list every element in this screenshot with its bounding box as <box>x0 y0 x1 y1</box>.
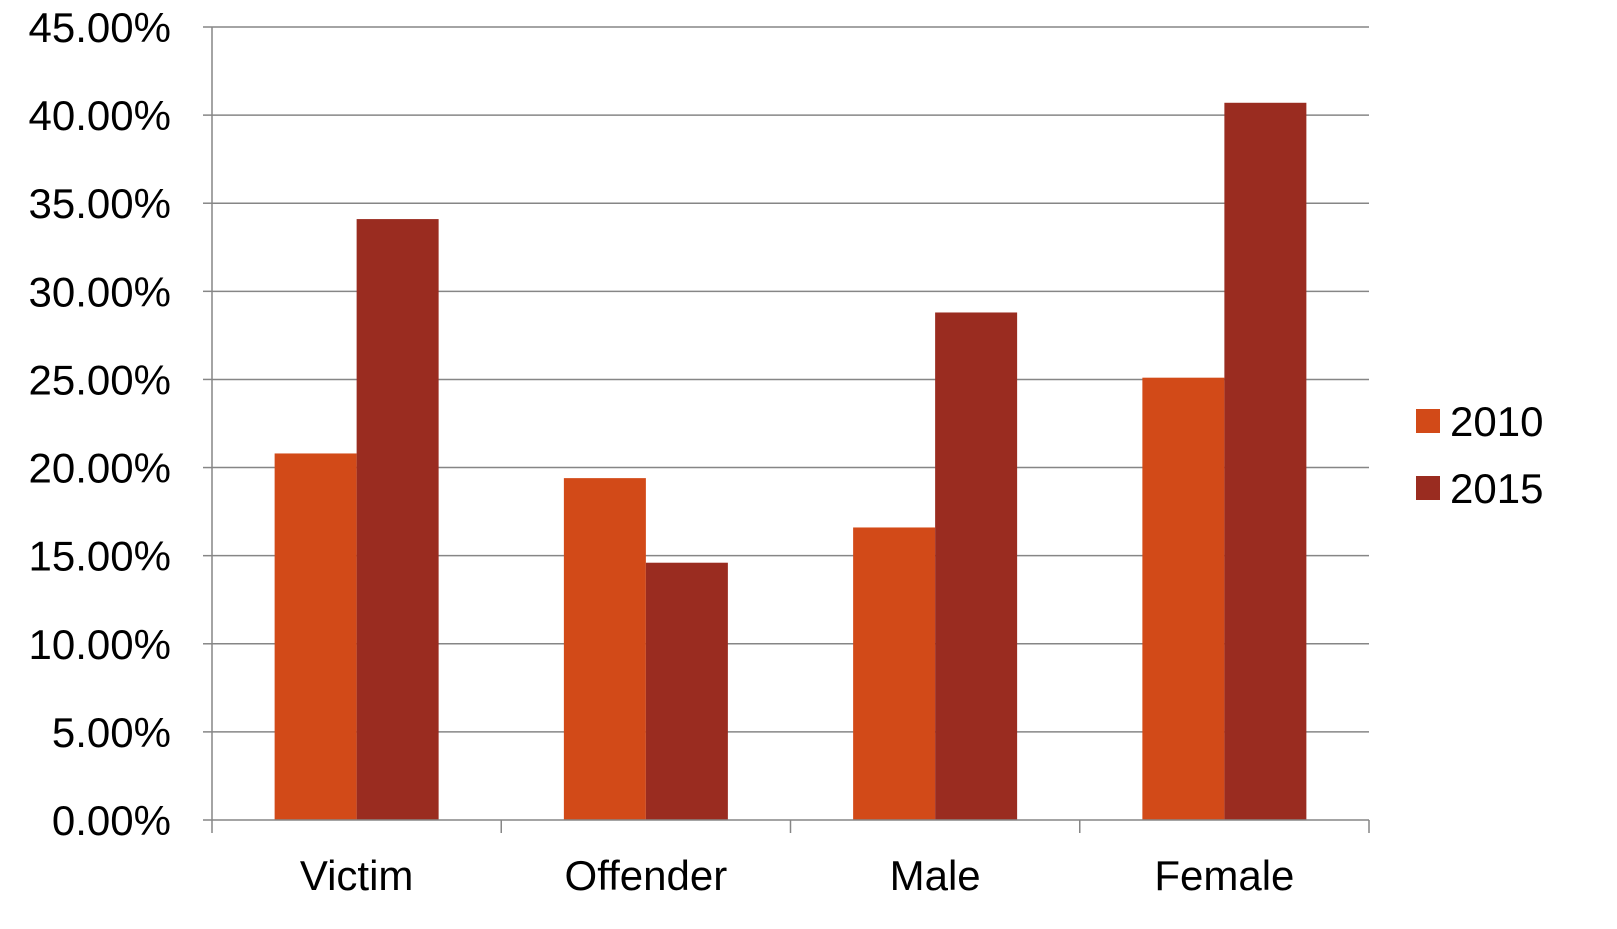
bar-2015-offender <box>645 562 728 820</box>
bar-2015-victim <box>356 219 439 821</box>
y-tick-label: 40.00% <box>29 92 171 139</box>
bar-2010-male <box>853 527 936 820</box>
y-tick-label: 10.00% <box>29 621 171 668</box>
x-tick-label: Offender <box>565 852 728 899</box>
x-tick-label: Victim <box>300 852 414 899</box>
y-tick-label: 45.00% <box>29 4 171 51</box>
bar-2015-male <box>935 312 1018 820</box>
legend-swatch-2010 <box>1416 409 1440 433</box>
bar-2010-victim <box>274 453 357 820</box>
legend-label: 2010 <box>1450 398 1543 445</box>
x-tick-label: Male <box>890 852 981 899</box>
legend-label: 2015 <box>1450 465 1543 512</box>
bars <box>274 102 1307 821</box>
y-tick-label: 30.00% <box>29 268 171 315</box>
bar-2010-female <box>1142 377 1225 820</box>
y-tick-label: 25.00% <box>29 356 171 403</box>
axes: 0.00% 5.00% 10.00% 15.00% 20.00% 25.00% 30.00%… <box>29 4 1370 899</box>
bar-2015-female <box>1224 102 1307 820</box>
legend-swatch-2015 <box>1416 476 1440 500</box>
y-tick-label: 35.00% <box>29 180 171 227</box>
y-tick-label: 5.00% <box>52 709 171 756</box>
x-tick-label: Female <box>1154 852 1294 899</box>
bar-2010-offender <box>563 478 646 820</box>
y-tick-label: 20.00% <box>29 445 171 492</box>
legend: 2010 2015 <box>1416 398 1543 512</box>
y-tick-label: 15.00% <box>29 533 171 580</box>
y-tick-label: 0.00% <box>52 797 171 844</box>
